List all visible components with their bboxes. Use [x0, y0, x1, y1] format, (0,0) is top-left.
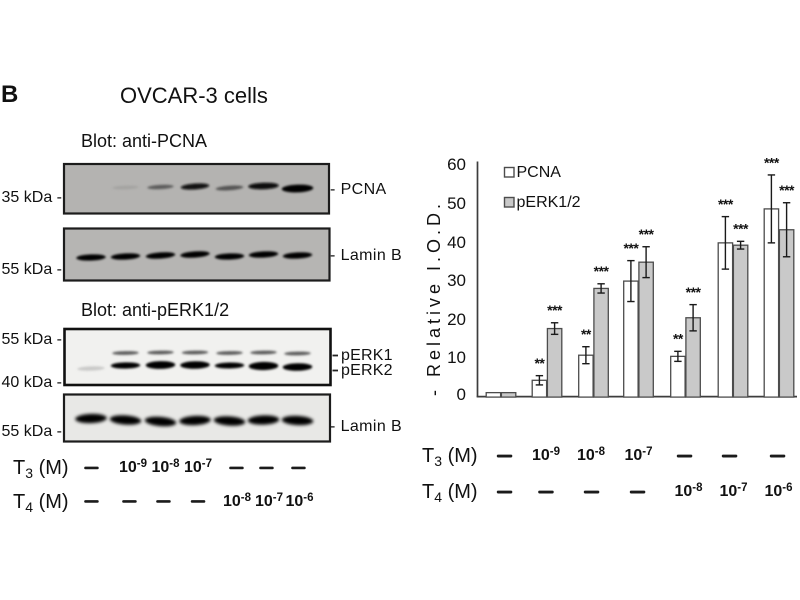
svg-text:***: ***	[779, 182, 795, 198]
svg-text:**: **	[581, 326, 592, 342]
svg-text:***: ***	[547, 302, 563, 318]
svg-text:**: **	[673, 331, 684, 347]
svg-text:**: **	[534, 355, 545, 371]
svg-text:***: ***	[686, 284, 702, 300]
svg-text:***: ***	[764, 154, 780, 170]
svg-text:***: ***	[733, 221, 749, 237]
svg-text:***: ***	[718, 196, 734, 212]
svg-text:***: ***	[594, 263, 610, 279]
svg-text:***: ***	[623, 240, 639, 256]
svg-text:***: ***	[639, 226, 655, 242]
